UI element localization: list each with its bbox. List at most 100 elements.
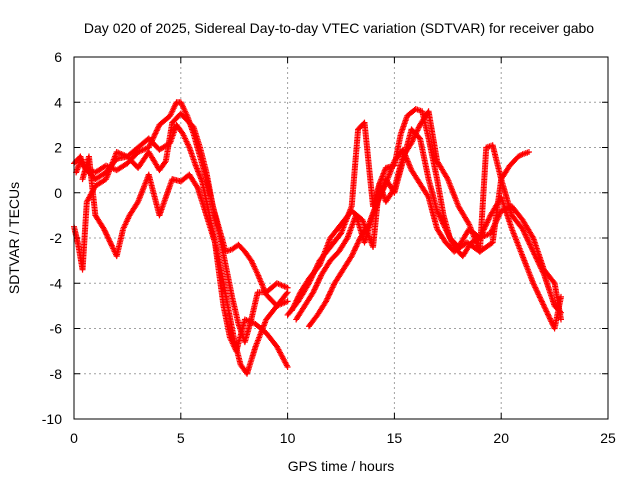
data-point: [374, 198, 381, 205]
x-tick-label: 20: [493, 430, 509, 446]
chart-title: Day 020 of 2025, Sidereal Day-to-day VTE…: [84, 20, 594, 36]
data-point: [108, 241, 115, 248]
data-point: [328, 287, 335, 294]
y-tick-label: 2: [54, 140, 62, 156]
x-tick-label: 0: [70, 430, 78, 446]
data-point: [348, 253, 355, 260]
series-track-h: [305, 146, 532, 330]
data-point: [449, 239, 456, 246]
data-point: [292, 300, 299, 307]
data-point: [442, 224, 449, 231]
data-point: [377, 191, 384, 198]
y-tick-label: -6: [50, 321, 63, 337]
data-point: [442, 225, 449, 232]
data-point: [101, 227, 108, 234]
data-point: [314, 280, 321, 287]
data-point: [447, 235, 454, 242]
data-point: [380, 184, 387, 191]
data-point: [355, 237, 362, 244]
data-point: [444, 230, 451, 237]
data-point: [103, 231, 110, 238]
data-point: [105, 235, 112, 242]
data-point: [326, 291, 333, 298]
data-point: [376, 194, 383, 201]
data-point: [525, 149, 532, 156]
data-point: [316, 276, 323, 283]
data-point: [284, 298, 291, 305]
data-point: [312, 285, 319, 292]
data-point: [437, 214, 444, 221]
data-point: [100, 225, 107, 232]
tick-layer: 0 5 10 15 20 25 -10 -8 -6 -4 -2 0 2 4 6: [42, 49, 616, 446]
plot-frame: [73, 56, 609, 420]
data-point: [350, 248, 357, 255]
data-point: [349, 251, 356, 258]
data-point: [102, 228, 109, 235]
data-point: [284, 289, 291, 296]
data-point: [353, 241, 360, 248]
data-point: [355, 239, 362, 246]
data-point: [291, 301, 298, 308]
data-point: [326, 289, 333, 296]
data-point: [323, 296, 330, 303]
data-point: [352, 244, 359, 251]
data-point: [283, 290, 290, 297]
data-point: [310, 287, 317, 294]
grid-layer: [74, 57, 608, 419]
y-tick-label: -4: [50, 275, 63, 291]
data-point: [325, 294, 332, 301]
data-point: [353, 243, 360, 250]
data-point: [434, 209, 441, 216]
data-point: [351, 246, 358, 253]
x-tick-label: 25: [600, 430, 616, 446]
y-tick-label: 4: [54, 94, 62, 110]
data-point: [317, 273, 324, 280]
x-tick-label: 15: [387, 430, 403, 446]
data-point: [424, 192, 431, 199]
data-point: [324, 295, 331, 302]
data-point: [315, 278, 322, 285]
y-tick-label: -10: [42, 411, 62, 427]
data-point: [415, 134, 422, 141]
data-point: [316, 275, 323, 282]
data-point: [349, 250, 356, 257]
data-point: [311, 286, 318, 293]
data-point: [312, 283, 319, 290]
data-point: [443, 227, 450, 234]
data-layer: [71, 99, 565, 377]
data-point: [354, 240, 361, 247]
data-point: [106, 238, 113, 245]
data-point: [327, 288, 334, 295]
data-point: [380, 186, 387, 193]
data-point: [284, 363, 291, 370]
x-tick-label: 5: [177, 430, 185, 446]
data-point: [449, 241, 456, 248]
data-point: [328, 285, 335, 292]
data-point: [436, 213, 443, 220]
y-tick-label: 6: [54, 49, 62, 65]
data-point: [381, 183, 388, 190]
data-point: [415, 124, 422, 131]
data-point: [310, 289, 317, 296]
data-point: [351, 247, 358, 254]
data-point: [558, 316, 565, 323]
data-point: [446, 234, 453, 241]
y-tick-label: -8: [50, 366, 63, 382]
data-point: [448, 238, 455, 245]
data-point: [313, 282, 320, 289]
data-point: [445, 232, 452, 239]
data-point: [294, 296, 301, 303]
data-point: [438, 216, 445, 223]
data-point: [314, 279, 321, 286]
data-point: [290, 303, 297, 310]
data-point: [296, 292, 303, 299]
x-tick-label: 10: [280, 430, 296, 446]
data-point: [550, 279, 557, 286]
data-point: [447, 237, 454, 244]
series-track-c: [71, 110, 291, 309]
data-point: [436, 212, 443, 219]
data-point: [435, 210, 442, 217]
data-point: [289, 306, 296, 313]
data-point: [292, 299, 299, 306]
